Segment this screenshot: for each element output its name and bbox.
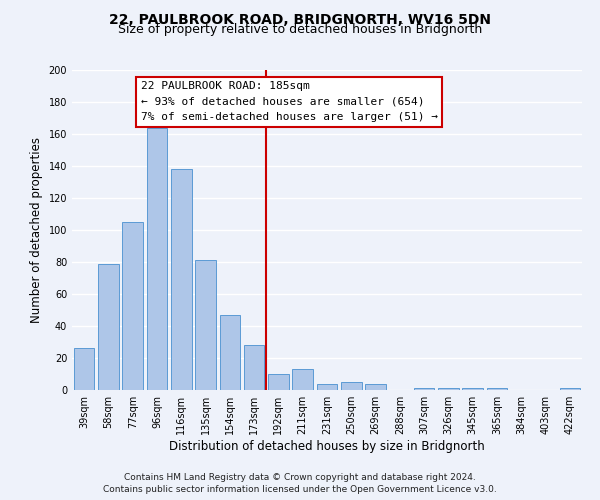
Text: Contains HM Land Registry data © Crown copyright and database right 2024.: Contains HM Land Registry data © Crown c…: [124, 474, 476, 482]
Text: 22, PAULBROOK ROAD, BRIDGNORTH, WV16 5DN: 22, PAULBROOK ROAD, BRIDGNORTH, WV16 5DN: [109, 12, 491, 26]
Bar: [146, 128, 167, 390]
Bar: [317, 384, 337, 390]
Bar: [487, 388, 508, 390]
Text: Size of property relative to detached houses in Bridgnorth: Size of property relative to detached ho…: [118, 22, 482, 36]
Bar: [463, 388, 483, 390]
Bar: [341, 382, 362, 390]
Bar: [438, 388, 459, 390]
Bar: [414, 388, 434, 390]
Y-axis label: Number of detached properties: Number of detached properties: [30, 137, 43, 323]
Bar: [244, 345, 265, 390]
Bar: [365, 384, 386, 390]
Bar: [268, 374, 289, 390]
X-axis label: Distribution of detached houses by size in Bridgnorth: Distribution of detached houses by size …: [169, 440, 485, 453]
Bar: [560, 388, 580, 390]
Bar: [171, 169, 191, 390]
Text: 22 PAULBROOK ROAD: 185sqm
← 93% of detached houses are smaller (654)
7% of semi-: 22 PAULBROOK ROAD: 185sqm ← 93% of detac…: [141, 81, 438, 122]
Bar: [195, 260, 216, 390]
Bar: [292, 369, 313, 390]
Bar: [98, 264, 119, 390]
Bar: [122, 222, 143, 390]
Bar: [74, 348, 94, 390]
Text: Contains public sector information licensed under the Open Government Licence v3: Contains public sector information licen…: [103, 485, 497, 494]
Bar: [220, 315, 240, 390]
